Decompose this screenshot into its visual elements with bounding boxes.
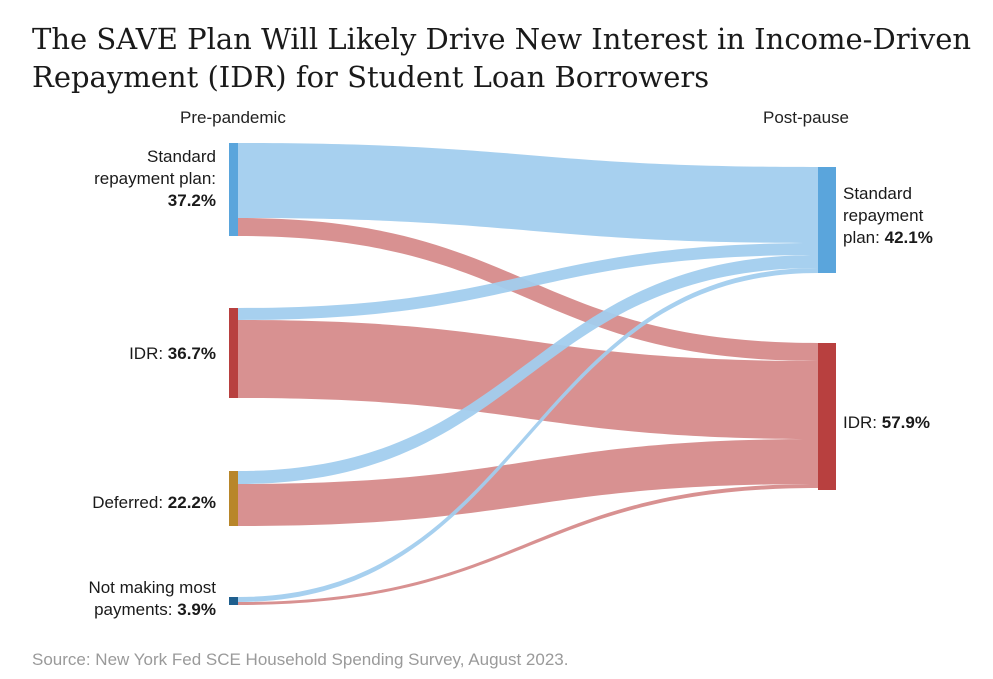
flow-standard-to-standard xyxy=(238,143,818,243)
column-header-pre-pandemic: Pre-pandemic xyxy=(180,108,286,127)
right-node-label-idr: IDR: 57.9% xyxy=(843,413,930,432)
left-node-label-standard: Standard repayment plan: 37.2% xyxy=(94,147,216,210)
flow-idr-to-idr xyxy=(238,320,818,439)
sankey-nodes xyxy=(229,143,836,605)
flow-deferred-to-idr xyxy=(238,439,818,526)
right-node-idr xyxy=(818,343,836,490)
left-node-label-not-making-payments: Not making most payments: 3.9% xyxy=(88,578,216,619)
flow-idr-to-standard xyxy=(238,243,818,320)
column-header-post-pause: Post-pause xyxy=(763,108,849,127)
flow-deferred-to-standard xyxy=(238,255,818,484)
chart-title: The SAVE Plan Will Likely Drive New Inte… xyxy=(32,22,972,94)
left-node-deferred xyxy=(229,471,238,526)
sankey-flows xyxy=(238,143,818,605)
right-node-label-standard: Standard repayment plan: 42.1% xyxy=(843,184,933,247)
flow-notpaying-to-standard xyxy=(238,268,818,602)
right-node-standard xyxy=(818,167,836,273)
left-node-idr xyxy=(229,308,238,398)
left-node-label-deferred: Deferred: 22.2% xyxy=(92,493,216,512)
flow-notpaying-to-idr xyxy=(238,484,818,605)
left-node-label-idr: IDR: 36.7% xyxy=(129,344,216,363)
source-note: Source: New York Fed SCE Household Spend… xyxy=(32,650,569,669)
left-node-notpaying xyxy=(229,597,238,605)
flow-standard-to-idr xyxy=(238,218,818,361)
left-node-standard xyxy=(229,143,238,236)
